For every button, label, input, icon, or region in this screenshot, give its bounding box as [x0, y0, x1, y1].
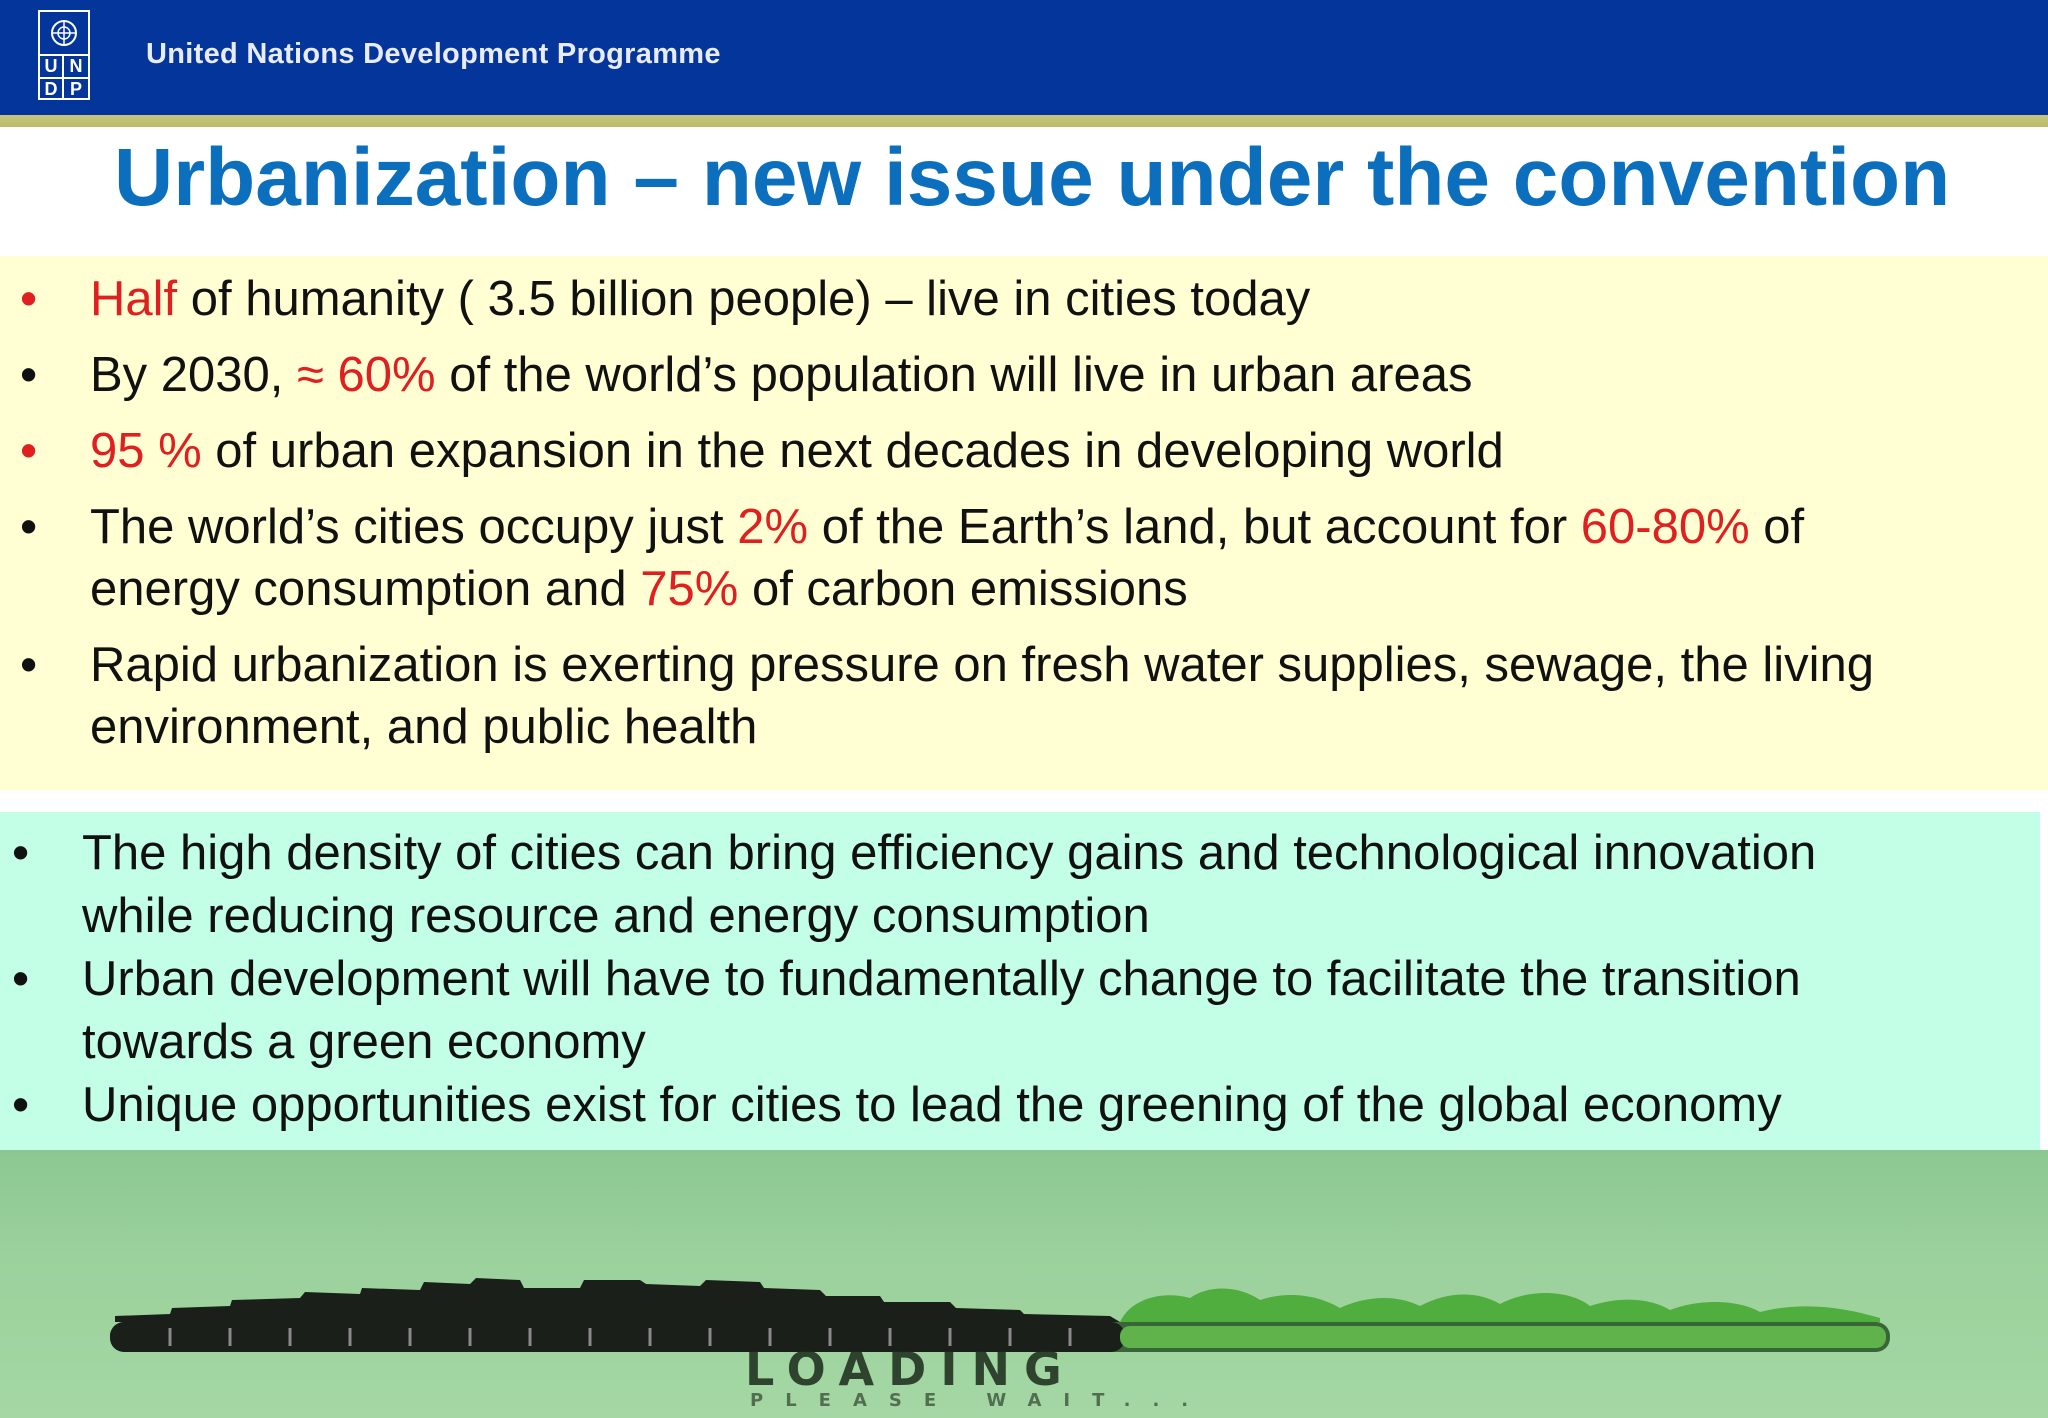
opportunity-text: Urban development will have to fundament…: [82, 952, 1801, 1006]
highlighted-figure: Half: [90, 272, 178, 326]
highlighted-figure: 2%: [737, 500, 809, 554]
organization-name: United Nations Development Programme: [146, 38, 721, 70]
opportunity-text: The high density of cities can bring eff…: [82, 826, 1817, 880]
fact-text: of the world’s population will live in u…: [435, 348, 1473, 402]
fact-text: of humanity ( 3.5 billion people) – live…: [177, 272, 1311, 326]
bullet-icon: •: [12, 826, 30, 880]
fact-item: • 95 % of urban expansion in the next dec…: [20, 420, 1874, 482]
loading-label: LOADING: [745, 1342, 1076, 1396]
logo-letter-d: D: [40, 79, 64, 100]
logo-letter-n: N: [64, 56, 88, 79]
fact-text: Rapid urbanization is exerting pressure …: [90, 638, 1875, 692]
fact-item: • By 2030, ≈ 60% of the world’s populatio…: [20, 344, 1874, 406]
bullet-icon: •: [20, 500, 38, 554]
facts-panel: [0, 256, 2048, 790]
fact-item: • Half of humanity ( 3.5 billion people) …: [20, 268, 1874, 330]
fact-item: • Rapid urbanization is exerting pressure…: [20, 634, 1875, 758]
city-skyline-progress-illustration: [110, 1278, 1890, 1352]
highlighted-figure: 95 %: [90, 424, 202, 478]
opportunity-item: • Urban development will have to fundamen…: [12, 948, 1816, 1074]
loading-sublabel: PLEASE WAIT...: [750, 1390, 1211, 1411]
facts-list: • Half of humanity ( 3.5 billion people) …: [20, 268, 1875, 772]
fact-item: • The world’s cities occupy just 2% of th…: [20, 496, 1874, 620]
opportunity-item: • The high density of cities can bring ef…: [12, 822, 1817, 948]
undp-logo: U N D P: [38, 10, 90, 100]
opportunity-text: Unique opportunities exist for cities to…: [82, 1078, 1782, 1132]
header-bar: U N D P United Nations Development Progr…: [0, 0, 2048, 115]
opportunities-panel: [0, 812, 2040, 1152]
highlighted-figure: ≈ 60%: [297, 348, 436, 402]
bullet-icon: •: [20, 638, 38, 692]
fact-text: of carbon emissions: [738, 562, 1188, 616]
bullet-icon: •: [20, 272, 38, 326]
fact-text: environment, and public health: [90, 700, 758, 754]
opportunities-list: • The high density of cities can bring ef…: [12, 822, 1817, 1137]
highlighted-figure: 60-80%: [1580, 500, 1750, 554]
header-divider: [0, 115, 2048, 127]
logo-letter-u: U: [40, 56, 64, 79]
bullet-icon: •: [12, 1078, 30, 1132]
fact-text: of urban expansion in the next decades i…: [201, 424, 1504, 478]
fact-text: By 2030,: [90, 348, 298, 402]
logo-letter-p: P: [69, 79, 82, 99]
fact-text: The world’s cities occupy just: [90, 500, 738, 554]
opportunity-text: while reducing resource and energy consu…: [82, 889, 1150, 943]
bullet-icon: •: [12, 952, 30, 1006]
loading-banner-image: LOADING PLEASE WAIT...: [0, 1150, 2048, 1418]
fact-text: of: [1749, 500, 1805, 554]
bullet-icon: •: [20, 348, 38, 402]
bullet-icon: •: [20, 424, 38, 478]
slide-title: Urbanization – new issue under the conve…: [114, 132, 1951, 223]
un-emblem-icon: [40, 12, 88, 56]
opportunity-item: • Unique opportunities exist for cities t…: [12, 1074, 1816, 1137]
fact-text: energy consumption and: [90, 562, 641, 616]
opportunity-text: towards a green economy: [82, 1015, 646, 1069]
fact-text: of the Earth’s land, but account for: [808, 500, 1581, 554]
highlighted-figure: 75%: [640, 562, 739, 616]
